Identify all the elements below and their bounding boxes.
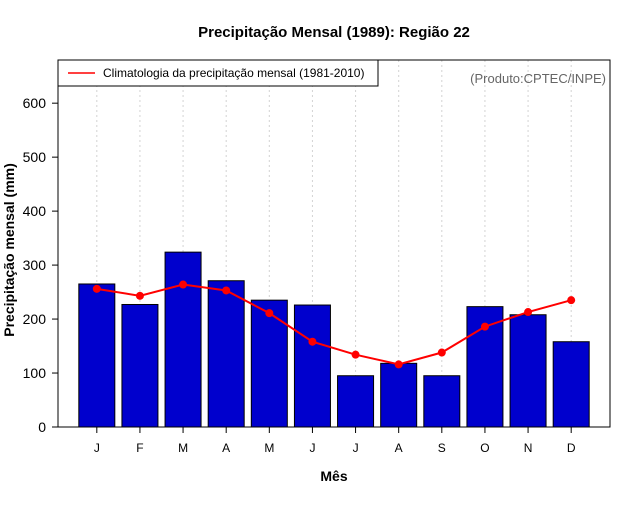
climatology-point-9 [480, 322, 489, 331]
x-tick-label: J [353, 441, 359, 455]
climatology-point-3 [222, 286, 231, 295]
x-tick-label: O [480, 441, 489, 455]
x-tick-label: A [395, 441, 403, 455]
x-tick-label: M [264, 441, 274, 455]
climatology-point-4 [265, 309, 274, 318]
y-tick-label: 0 [38, 419, 46, 435]
bar-5 [293, 304, 331, 428]
line-layer [92, 280, 576, 369]
x-axis-label: Mês [320, 468, 347, 484]
legend: Climatologia da precipitação mensal (198… [57, 59, 379, 87]
y-tick-label: 300 [23, 257, 47, 273]
climatology-point-10 [524, 308, 533, 317]
y-tick-label: 500 [23, 149, 47, 165]
bar-1 [121, 303, 159, 428]
y-tick-label: 600 [23, 95, 47, 111]
x-tick-label: D [567, 441, 576, 455]
climatology-line [96, 283, 572, 366]
x-tick-label: J [309, 441, 315, 455]
x-tick-label: F [136, 441, 143, 455]
bar-7 [380, 362, 418, 428]
climatology-point-5 [308, 337, 317, 346]
bar-11 [552, 341, 590, 428]
x-tick-label: N [524, 441, 533, 455]
bar-8 [423, 375, 461, 428]
x-tick-label: M [178, 441, 188, 455]
y-tick-label: 100 [23, 365, 47, 381]
x-tick-label: A [222, 441, 230, 455]
legend-label: Climatologia da precipitação mensal (198… [103, 66, 364, 80]
bar-3 [207, 280, 245, 428]
bar-10 [509, 314, 547, 428]
axes-layer: 0 100 200 300 400 500 600 J F M A M J J A S O N D [23, 59, 611, 455]
climatology-point-2 [179, 280, 188, 289]
climatology-point-11 [567, 296, 576, 305]
bar-4 [250, 299, 288, 428]
bar-6 [337, 375, 375, 428]
climatology-point-0 [92, 284, 101, 293]
climatology-point-1 [135, 291, 144, 300]
y-tick-label: 200 [23, 311, 47, 327]
source-annotation: (Produto:CPTEC/INPE) [470, 71, 606, 86]
x-tick-label: J [94, 441, 100, 455]
bar-2 [164, 251, 202, 428]
bar-0 [78, 283, 116, 428]
climatology-point-7 [394, 360, 403, 369]
bars-layer [78, 251, 590, 428]
legend-box [57, 59, 379, 87]
y-axis-label: Precipitação mensal (mm) [1, 163, 17, 337]
x-tick-label: S [438, 441, 446, 455]
climatology-point-6 [351, 350, 360, 359]
y-tick-label: 400 [23, 203, 47, 219]
climatology-point-8 [437, 348, 446, 357]
chart-title: Precipitação Mensal (1989): Região 22 [198, 24, 470, 41]
